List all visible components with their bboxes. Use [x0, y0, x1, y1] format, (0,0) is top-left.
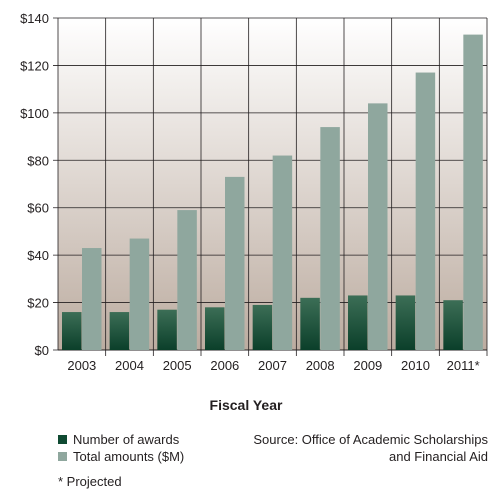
bar-awards [62, 312, 82, 350]
bar-awards [300, 297, 320, 350]
y-tick-label: $0 [35, 343, 49, 358]
y-tick-label: $40 [27, 248, 49, 263]
footnote: * Projected [58, 474, 122, 489]
source-note: Source: Office of Academic Scholarships … [228, 431, 488, 465]
x-tick-label: 2008 [306, 358, 335, 373]
x-tick-label: 2003 [67, 358, 96, 373]
bar-amounts [368, 103, 388, 350]
y-tick-label: $140 [20, 11, 49, 26]
y-tick-label: $60 [27, 201, 49, 216]
legend-swatch-amounts [58, 452, 67, 461]
legend-item-awards: Number of awards [58, 431, 184, 448]
bar-amounts [320, 127, 340, 350]
legend-label-awards: Number of awards [73, 432, 180, 447]
bar-amounts [463, 34, 483, 350]
y-tick-label: $20 [27, 296, 49, 311]
bar-amounts [129, 238, 150, 350]
x-axis-ticks: 2003 2004 2005 2006 2007 2008 2009 2010 2011* [67, 358, 479, 373]
x-tick-label: 2006 [210, 358, 239, 373]
y-tick-label: $80 [27, 153, 49, 168]
bar-amounts [82, 248, 102, 350]
x-tick-label: 2009 [353, 358, 382, 373]
source-line-2: and Financial Aid [388, 449, 488, 464]
bar-amounts [225, 176, 245, 350]
bar-amounts [177, 210, 197, 350]
x-tick-label: 2010 [401, 358, 430, 373]
bar-amounts [415, 72, 436, 351]
x-tick-label: 2011* [447, 358, 480, 373]
gridlines [53, 17, 488, 356]
y-tick-label: $100 [20, 106, 49, 121]
bar-awards [109, 312, 130, 350]
bars [62, 34, 483, 351]
y-tick-label: $120 [20, 58, 49, 73]
bar-awards [395, 295, 416, 350]
bar-amounts [272, 155, 293, 350]
legend: Number of awards Total amounts ($M) [58, 431, 184, 465]
bar-chart: $0$20$40$60$80$100$120$140 2003 2004 2005 2… [20, 11, 488, 373]
x-tick-label: 2005 [163, 358, 192, 373]
plot-background [58, 18, 487, 350]
bar-awards [205, 307, 225, 350]
x-axis-label: Fiscal Year [209, 397, 283, 413]
legend-item-amounts: Total amounts ($M) [58, 448, 184, 465]
legend-label-amounts: Total amounts ($M) [73, 449, 185, 464]
source-line-1: Source: Office of Academic Scholarships [253, 432, 488, 447]
bar-awards [252, 304, 273, 350]
x-tick-label: 2007 [258, 358, 287, 373]
bar-awards [348, 295, 368, 350]
bar-awards [443, 300, 463, 350]
bar-awards [157, 309, 177, 350]
x-tick-label: 2004 [115, 358, 144, 373]
legend-swatch-awards [58, 435, 67, 444]
y-axis-ticks: $0 $20 $40 $60 $80 $100 $120 $140 [20, 11, 49, 358]
